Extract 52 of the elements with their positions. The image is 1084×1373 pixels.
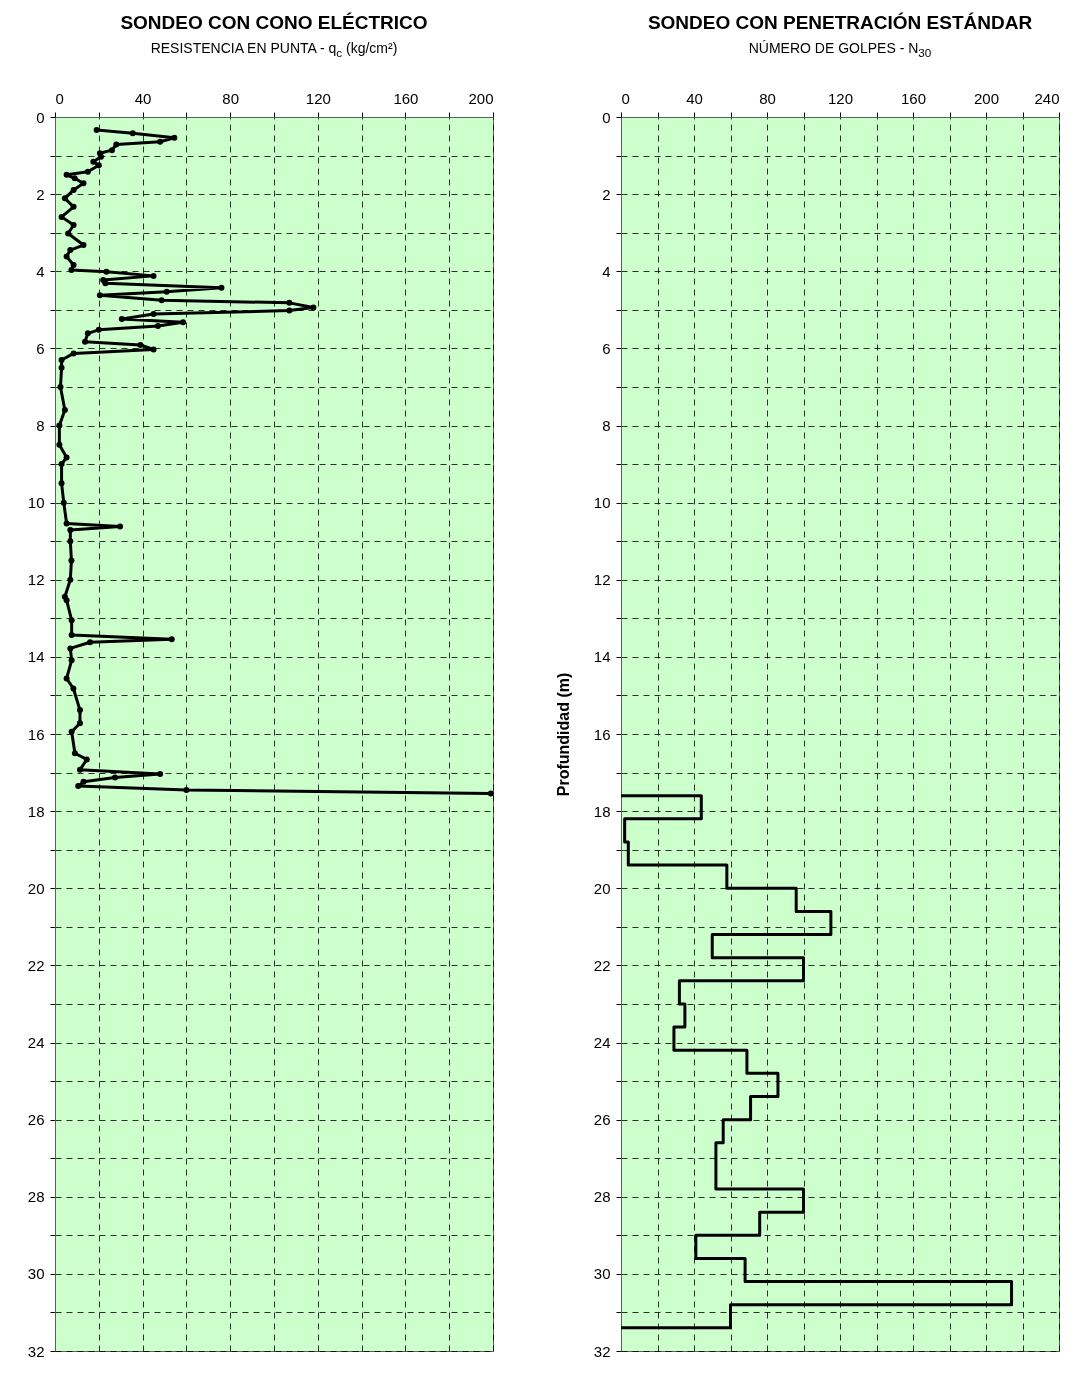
y-tick-label: 12 [593,571,611,589]
x-tick-label: 120 [305,89,331,107]
y-tick-label: 0 [36,108,45,126]
y-axis-title: Profundidad (m) [554,672,572,797]
x-tick-label: 200 [468,89,494,107]
y-tick-label: 28 [593,1188,611,1206]
y-tick-label: 12 [27,571,45,589]
y-tick-label: 24 [593,1034,611,1051]
y-tick-label: 8 [36,417,45,434]
y-tick-label: 4 [36,262,45,280]
y-tick-label: 6 [36,339,45,357]
y-tick-label: 10 [593,494,611,512]
y-tick-label: 18 [593,802,611,820]
chart-subtitle: NÚMERO DE GOLPES - N$_{30}$ [747,40,933,59]
y-tick-label: 2 [36,185,45,203]
y-tick-label: 8 [602,417,611,434]
x-tick-label: 80 [222,89,240,107]
y-tick-label: 22 [27,956,45,974]
y-tick-label: 24 [27,1034,45,1051]
y-tick-label: 14 [593,648,611,666]
chart-title: SONDEO CON PENETRACIÓN ESTÁNDAR [646,12,1034,34]
y-tick-label: 30 [27,1265,45,1283]
y-tick-label: 32 [27,1342,45,1360]
y-tick-label: 2 [602,185,611,203]
x-tick-label: 240 [1034,89,1060,107]
y-tick-label: 16 [27,725,45,743]
y-tick-label: 6 [602,339,611,357]
y-tick-label: 20 [27,879,45,897]
y-tick-label: 4 [602,262,611,280]
y-tick-label: 14 [27,648,45,666]
y-tick-label: 10 [27,494,45,512]
x-tick-label: 0 [621,89,630,107]
y-tick-label: 16 [593,725,611,743]
x-tick-label: 160 [393,89,419,107]
y-tick-label: 32 [593,1342,611,1360]
y-tick-label: 28 [27,1188,45,1206]
y-tick-label: 26 [593,1111,611,1129]
x-tick-label: 0 [55,89,64,107]
x-tick-label: 40 [134,89,152,107]
y-tick-label: 22 [593,956,611,974]
x-tick-label: 200 [973,89,1000,107]
y-tick-label: 20 [593,879,611,897]
x-tick-label: 120 [827,89,854,107]
chart-title: SONDEO CON CONO ELÉCTRICO [119,12,429,34]
y-tick-label: 0 [602,108,611,126]
y-tick-label: 30 [593,1265,611,1283]
x-tick-label: 160 [900,89,927,107]
x-tick-label: 80 [759,89,776,107]
y-tick-label: 18 [27,802,45,820]
y-tick-label: 26 [27,1111,45,1129]
chart-subtitle: RESISTENCIA EN PUNTA - q$_{c}$ (kg/cm²) [149,40,399,59]
x-tick-label: 40 [686,89,703,107]
